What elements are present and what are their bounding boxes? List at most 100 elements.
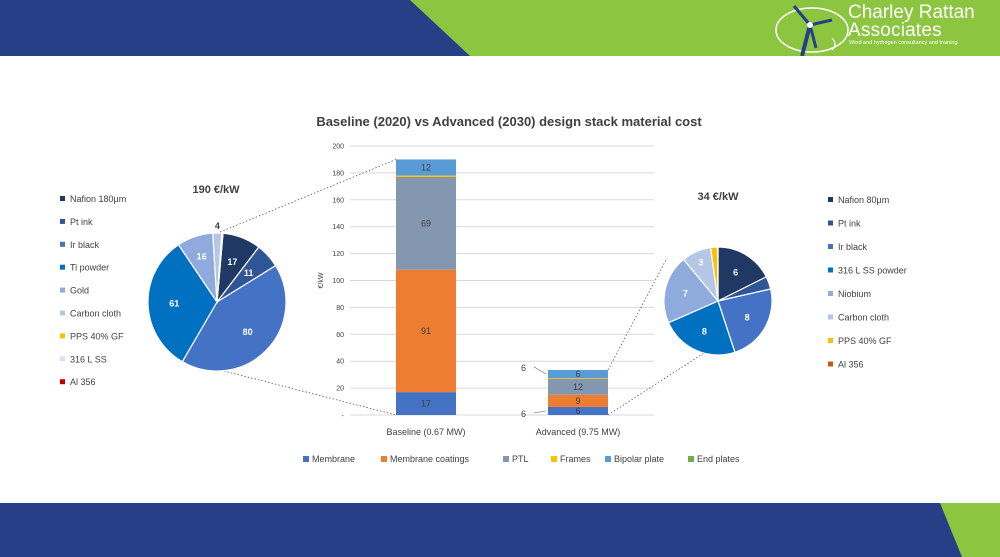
pie2leg-label-316-l-ss-powder: 316 L SS powder (838, 266, 907, 276)
pie2leg-label-pps-40-gf: PPS 40% GF (838, 336, 892, 346)
bar-advanced-frames (548, 378, 608, 379)
connector-lines: 66 (219, 159, 736, 419)
pie1leg-label-gold: Gold (70, 286, 89, 296)
legend-label-frames: Frames (560, 454, 591, 464)
bar-baseline-membrane (396, 392, 456, 415)
brand-tagline: Wind and hydrogen consultancy and traini… (849, 40, 958, 46)
x-axis-categories: Baseline (0.67 MW) Advanced (9.75 MW) (386, 427, 620, 437)
legend-swatch-membrane (303, 456, 309, 462)
pie1leg-label-nafion-180-m: Nafion 180µm (70, 194, 126, 204)
pie2-label-carbon-cloth: 3 (699, 258, 704, 268)
legend-swatch-membrane-coatings (381, 456, 387, 462)
pie2leg-swatch-pps-40-gf (828, 338, 833, 343)
chart-canvas: Baseline (2020) vs Advanced (2030) desig… (60, 114, 907, 464)
pie1leg-label-al-356: Al 356 (70, 377, 96, 387)
pie1-label-gold: 16 (197, 252, 207, 262)
bar-advanced-ptl (548, 378, 608, 395)
legend-swatch-frames (551, 456, 557, 462)
pie1-label-ti-powder: 61 (169, 298, 179, 308)
pie1leg-label-ir-black: Ir black (70, 240, 100, 250)
baseline-pie: 17 11 80 61 16 4 (147, 221, 287, 372)
brand-logo (772, 0, 1000, 56)
pie1leg-swatch-ti-powder (60, 264, 65, 270)
category-label-advanced: Advanced (9.75 MW) (536, 427, 621, 437)
pie1leg-label-316-l-ss: 316 L SS (70, 354, 107, 364)
wind-turbine-icon (775, 5, 849, 56)
legend-label-membrane: Membrane (312, 454, 355, 464)
callout-label-bipolar: 6 (521, 363, 526, 373)
pie2-slice-niobium (663, 258, 719, 324)
pie1leg-swatch-ir-black (60, 241, 65, 247)
bar-baseline-frames (396, 175, 456, 177)
y-tick-100: 100 (332, 278, 344, 285)
pie2leg-swatch-nafion-80-m (828, 197, 833, 202)
bar-label-advanced-ptl: 12 (573, 382, 583, 392)
pie2-slice-316-l-ss-powder (667, 300, 736, 356)
y-tick-120: 120 (332, 251, 344, 258)
pie2leg-label-carbon-cloth: Carbon cloth (838, 313, 889, 323)
pie2leg-swatch-ir-black (828, 244, 833, 249)
baseline-pie-legend: Nafion 180µm Pt ink Ir black Ti powder Gold C… (60, 194, 126, 387)
brand-subname: Associates (848, 20, 942, 41)
pie1-label-ir-black: 80 (243, 327, 253, 337)
bar-label-advanced-bipolar-plate: 6 (575, 369, 580, 379)
footer-navy-band (0, 503, 1000, 557)
pie1-label-carbon-cloth: 4 (215, 221, 220, 231)
callout-label-membrane: 6 (521, 409, 526, 419)
y-tick-80: 80 (336, 305, 344, 312)
pie2leg-label-pt-ink: Pt ink (838, 219, 861, 229)
legend-label-bipolar-plate: Bipolar plate (614, 454, 664, 464)
pie2-slice-ir-black (717, 288, 773, 354)
bar-label-baseline-ptl: 69 (421, 218, 431, 228)
bar-label-advanced-membrane: 6 (575, 406, 580, 416)
y-axis-ticks: - 20 40 60 80 100 120 140 160 180 200 (332, 144, 344, 421)
category-label-baseline: Baseline (0.67 MW) (386, 427, 465, 437)
pie1leg-swatch-carbon-cloth (60, 310, 65, 316)
baseline-pie-total: 190 €/kW (192, 184, 240, 196)
header-band (0, 0, 1000, 56)
bar-baseline-membrane-coatings (396, 269, 456, 393)
pie2leg-swatch-pt-ink (828, 220, 833, 226)
pie2-label-316-l-ss-powder: 8 (702, 327, 707, 337)
callout-line-bipolar (533, 366, 547, 375)
pie2-label-niobium: 7 (683, 288, 688, 298)
pie1-label-nafion-180-m: 17 (227, 257, 237, 267)
y-tick-180: 180 (332, 170, 344, 177)
y-tick-140: 140 (332, 224, 344, 231)
pie2leg-label-al-356: Al 356 (838, 360, 864, 370)
bar-gridlines (350, 145, 654, 416)
pie1-slice-al-356 (216, 232, 224, 303)
legend-swatch-bipolar-plate (605, 456, 611, 462)
y-tick-160: 160 (332, 197, 344, 204)
pie1leg-swatch-pps-40-gf (60, 333, 65, 339)
bar-label-baseline-membrane-coatings: 91 (421, 326, 431, 336)
legend-label-ptl: PTL (512, 454, 529, 464)
pie2leg-label-ir-black: Ir black (838, 242, 868, 252)
pie1-label-pt-ink: 11 (244, 268, 254, 278)
pie2leg-swatch-carbon-cloth (828, 314, 833, 320)
pie1leg-swatch-al-356 (60, 379, 65, 385)
y-tick-60: 60 (336, 332, 344, 339)
bar-legend: Membrane Membrane coatings PTL Frames Bipola… (303, 454, 740, 464)
y-tick-200: 200 (332, 144, 344, 151)
chart-title: Baseline (2020) vs Advanced (2030) desig… (316, 114, 702, 129)
legend-label-membrane-coatings: Membrane coatings (390, 454, 470, 464)
baseline-connector-bottom (223, 370, 397, 416)
legend-swatch-end-plates (688, 456, 694, 462)
pie1leg-label-ti-powder: Ti powder (70, 263, 109, 273)
advanced-pie-legend: Nafion 80µm Pt ink Ir black 316 L SS powder… (828, 195, 907, 370)
header-shapes (0, 0, 1000, 56)
pie1leg-swatch-pt-ink (60, 218, 65, 224)
y-tick-dash: - (342, 413, 345, 420)
brand-name: Charley Rattan (848, 2, 975, 23)
pie2-slice-nafion-80-m (717, 246, 768, 302)
pie2leg-swatch-al-356 (828, 361, 833, 367)
pie1leg-label-pps-40-gf: PPS 40% GF (70, 331, 124, 341)
advanced-connector-bottom (607, 332, 736, 416)
baseline-connector-top (219, 159, 397, 233)
bar-advanced-membrane (548, 406, 608, 415)
y-tick-20: 20 (336, 386, 344, 393)
bar-label-advanced-membrane-coatings: 9 (575, 396, 580, 406)
footer-shapes (0, 503, 1000, 557)
pie1-slice-ti-powder (147, 243, 218, 363)
